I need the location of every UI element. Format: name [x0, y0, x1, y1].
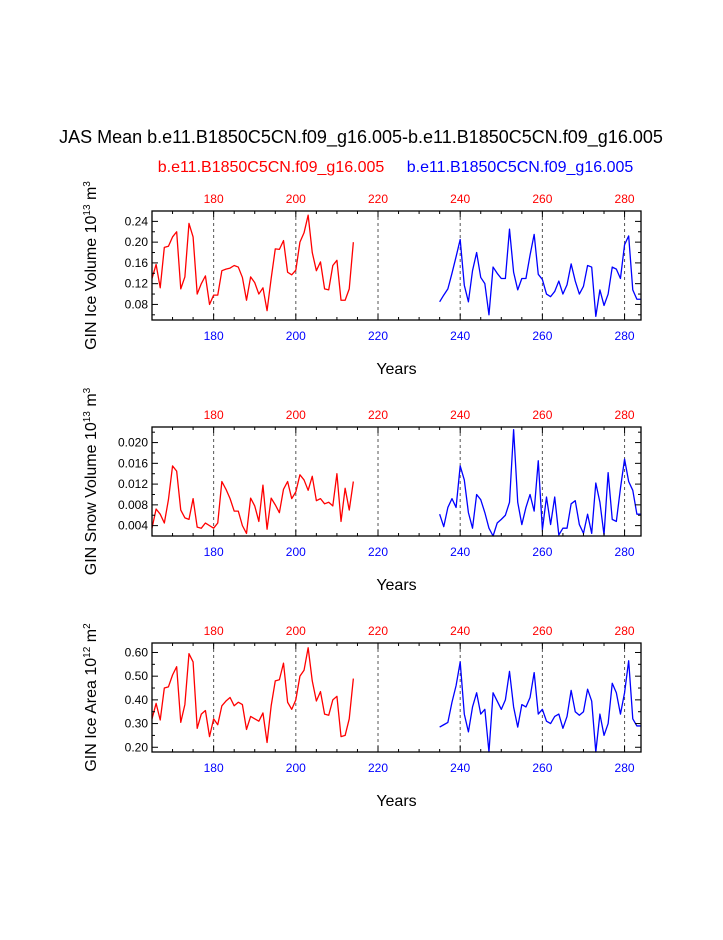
y-tick-label: 0.50: [125, 669, 149, 683]
x-axis-label: Years: [376, 361, 416, 378]
y-axis-label-text: GIN Snow Volume 10: [83, 422, 100, 575]
plot-frame: [151, 426, 642, 537]
x-tick-label-bottom: 280: [615, 545, 635, 559]
x-tick-label-bottom: 180: [204, 545, 224, 559]
x-tick-label-top: 220: [368, 624, 388, 638]
series-line-case1: [151, 214, 354, 312]
series-line-case2: [439, 660, 641, 753]
y-tick-label: 0.08: [125, 297, 149, 311]
panel-3: 0.20 0.30 0.40 0.50 0.60 180 200 220 240 260 280 18…: [82, 623, 642, 810]
plot-frame: [151, 642, 642, 753]
x-tick-label-top: 240: [450, 624, 470, 638]
y-axis-label-text: GIN Ice Volume 10: [83, 215, 100, 349]
y-tick-label: 0.12: [125, 277, 149, 291]
y-tick-label: 0.016: [118, 456, 148, 470]
x-tick-label-bottom: 260: [532, 761, 552, 775]
panels-group: 0.08 0.12 0.16 0.20 0.24 180 200 220 240 260 280 18…: [82, 181, 642, 810]
legend-case1-label: b.e11.B1850C5CN.f09_g16.005: [158, 159, 385, 176]
x-tick-label-top: 220: [368, 192, 388, 206]
y-tick-label: 0.60: [125, 645, 149, 659]
x-tick-label-top: 220: [368, 408, 388, 422]
x-axis-label: Years: [376, 577, 416, 594]
y-tick-label: 0.24: [125, 214, 149, 228]
x-tick-label-bottom: 240: [450, 329, 470, 343]
x-tick-label-top: 200: [286, 192, 306, 206]
x-tick-label-top: 280: [615, 624, 635, 638]
x-tick-label-bottom: 280: [615, 761, 635, 775]
y-axis-label-unit: m: [83, 187, 100, 205]
y-axis-label-unit-exponent: 3: [82, 387, 93, 393]
y-tick-label: 0.16: [125, 256, 149, 270]
x-tick-label-top: 200: [286, 408, 306, 422]
x-tick-label-bottom: 180: [204, 761, 224, 775]
x-tick-label-bottom: 260: [532, 329, 552, 343]
y-tick-label: 0.40: [125, 693, 149, 707]
panel-2: 0.004 0.008 0.012 0.016 0.020 180 200 220 240 260…: [82, 387, 642, 594]
x-tick-label-bottom: 180: [204, 329, 224, 343]
y-axis-label: GIN Ice Area 1012 m2: [82, 623, 100, 772]
plot-frame: [151, 210, 642, 321]
x-tick-label-top: 280: [615, 408, 635, 422]
y-axis-label: GIN Ice Volume 1013 m3: [82, 181, 100, 350]
x-tick-label-top: 180: [204, 192, 224, 206]
x-tick-label-bottom: 200: [286, 329, 306, 343]
y-axis-label-exponent: 13: [82, 204, 93, 216]
x-tick-label-top: 240: [450, 408, 470, 422]
x-tick-label-bottom: 220: [368, 329, 388, 343]
x-tick-label-bottom: 240: [450, 545, 470, 559]
x-tick-label-top: 240: [450, 192, 470, 206]
x-axis-label: Years: [376, 793, 416, 810]
y-tick-label: 0.20: [125, 740, 149, 754]
y-tick-label: 0.004: [118, 519, 148, 533]
x-tick-label-bottom: 280: [615, 329, 635, 343]
x-tick-label-top: 260: [532, 192, 552, 206]
x-tick-label-top: 260: [532, 408, 552, 422]
x-tick-label-bottom: 220: [368, 545, 388, 559]
y-tick-label: 0.008: [118, 498, 148, 512]
series-line-case2: [439, 428, 641, 537]
series-line-case2: [439, 228, 641, 318]
y-axis-label-unit: m: [83, 629, 100, 647]
x-tick-label-top: 200: [286, 624, 306, 638]
x-tick-label-top: 180: [204, 624, 224, 638]
x-tick-label-bottom: 200: [286, 761, 306, 775]
y-tick-label: 0.020: [118, 436, 148, 450]
y-axis-label-unit: m: [83, 393, 100, 411]
y-axis-label: GIN Snow Volume 1013 m3: [82, 387, 100, 575]
x-tick-label-bottom: 240: [450, 761, 470, 775]
x-tick-label-top: 260: [532, 624, 552, 638]
series-line-case1: [151, 647, 354, 744]
x-tick-label-top: 180: [204, 408, 224, 422]
x-tick-label-bottom: 260: [532, 545, 552, 559]
x-tick-label-top: 280: [615, 192, 635, 206]
x-tick-label-bottom: 200: [286, 545, 306, 559]
panel-1: 0.08 0.12 0.16 0.20 0.24 180 200 220 240 260 280 18…: [82, 181, 642, 378]
figure-title: JAS Mean b.e11.B1850C5CN.f09_g16.005-b.e…: [59, 127, 663, 148]
y-tick-label: 0.20: [125, 235, 149, 249]
y-axis-label-unit-exponent: 2: [82, 623, 93, 629]
y-axis-label-unit-exponent: 3: [82, 181, 93, 187]
y-axis-label-exponent: 12: [82, 646, 93, 658]
x-tick-label-bottom: 220: [368, 761, 388, 775]
y-tick-label: 0.012: [118, 477, 148, 491]
y-tick-label: 0.30: [125, 717, 149, 731]
y-axis-label-text: GIN Ice Area 10: [83, 658, 100, 772]
series-line-case1: [151, 465, 354, 535]
y-axis-label-exponent: 13: [82, 411, 93, 423]
legend-case2-label: b.e11.B1850C5CN.f09_g16.005: [407, 159, 634, 176]
